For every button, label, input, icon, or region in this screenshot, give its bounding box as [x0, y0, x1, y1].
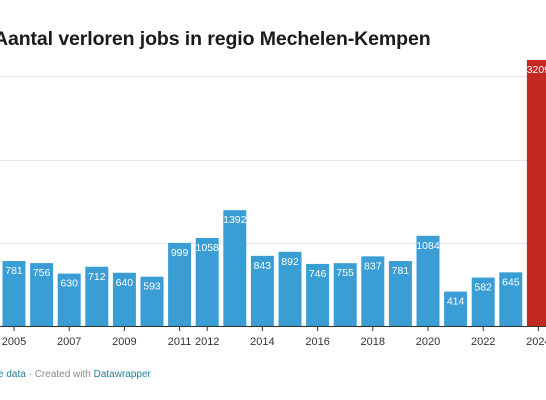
x-tick-label: 2007 — [57, 336, 81, 348]
bar-value-label: 756 — [33, 267, 51, 279]
bar-value-label: 837 — [364, 260, 382, 272]
bar-value-label: 892 — [281, 256, 299, 268]
bar-2019 — [388, 261, 412, 326]
bar-value-label: 781 — [5, 265, 23, 277]
bar-2006 — [30, 263, 54, 326]
x-tick-label: 2012 — [195, 336, 219, 348]
bar-value-label: 999 — [171, 247, 189, 259]
bar-value-label: 712 — [88, 271, 106, 283]
bar-2016 — [306, 263, 330, 326]
x-tick-label: 2009 — [112, 336, 136, 348]
bar-value-label: 1392 — [223, 214, 247, 226]
x-tick-label: 2014 — [250, 336, 274, 348]
x-tick-label: 2005 — [2, 336, 26, 348]
source-link[interactable]: e data — [0, 369, 26, 380]
bar-value-label: 593 — [143, 281, 161, 293]
bar-value-label: 582 — [474, 282, 492, 294]
x-tick-label: 2018 — [361, 336, 385, 348]
x-tick-label: 2024 — [526, 336, 546, 348]
bar-2020 — [416, 235, 440, 326]
bar-value-label: 755 — [336, 267, 354, 279]
bar-value-label: 645 — [502, 276, 520, 288]
x-tick-label: 2016 — [305, 336, 329, 348]
bar-2014 — [250, 255, 274, 326]
bar-2007 — [57, 273, 81, 326]
bar-2024 — [526, 60, 546, 326]
bar-value-label: 781 — [392, 265, 410, 277]
bar-2013 — [223, 210, 247, 326]
bar-2008 — [85, 266, 109, 326]
bar-value-label: 630 — [60, 278, 78, 290]
bar-2012 — [195, 237, 219, 326]
bar-2011 — [168, 242, 192, 326]
bar-value-label: 3209 — [527, 64, 546, 76]
bar-value-label: 640 — [116, 277, 134, 289]
x-tick-label: 2020 — [416, 336, 440, 348]
bar-value-label: 746 — [309, 268, 327, 280]
bar-2018 — [361, 256, 385, 326]
bar-2017 — [333, 263, 357, 326]
bar-2021 — [444, 291, 468, 326]
datawrapper-link[interactable]: Datawrapper — [93, 369, 151, 380]
bar-value-label: 414 — [447, 296, 465, 308]
x-tick-label: 2022 — [471, 336, 495, 348]
bar-2015 — [278, 251, 302, 326]
bar-2023 — [499, 272, 523, 326]
chart-footer: e data · Created with Datawrapper — [0, 369, 151, 380]
bar-2009 — [112, 272, 136, 326]
bar-value-label: 1058 — [196, 242, 220, 254]
bar-2005 — [2, 261, 26, 326]
bar-value-label: 1084 — [416, 240, 440, 252]
bar-2010 — [140, 276, 164, 326]
bar-2022 — [471, 277, 495, 326]
bar-value-label: 843 — [254, 260, 272, 272]
footer-separator: · Created with — [25, 369, 94, 380]
bar-chart: 781 756 630 712 640 593 999 1058 1392 843 892 746 75… — [0, 60, 546, 348]
x-tick-label: 2011 — [168, 336, 192, 348]
chart-title: Aantal verloren jobs in regio Mechelen-K… — [0, 28, 431, 50]
